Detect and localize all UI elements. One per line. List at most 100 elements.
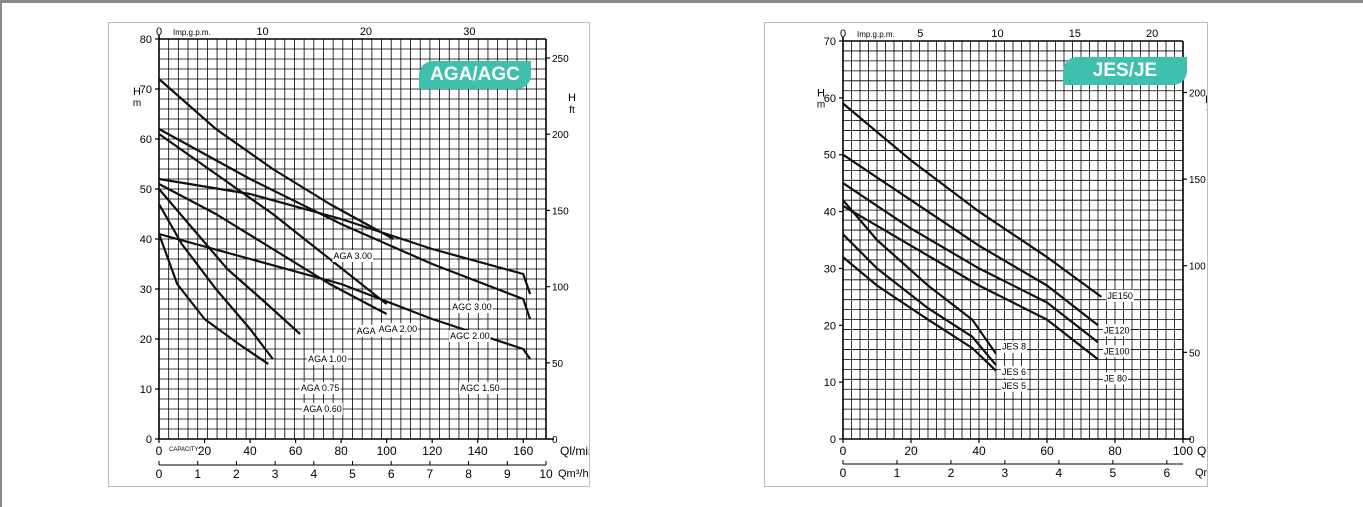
x-secondary-tick-label: 2	[233, 467, 240, 481]
y-right-tick-label: 50	[552, 359, 564, 370]
x-secondary-tick-label: 5	[349, 467, 356, 481]
y-right-axis-unit: ft	[1206, 107, 1207, 118]
y-left-tick-label: 60	[824, 93, 836, 105]
x-primary-tick-label: 20	[198, 444, 212, 458]
y-left-tick-label: 0	[830, 434, 836, 446]
x-primary-tick-label: 0	[840, 444, 847, 458]
x-capacity-label: CAPACITY	[169, 447, 199, 453]
series-label-aga-2-00: AGA 2.00	[379, 324, 418, 334]
x-top-axis-label: Imp.g.p.m.	[173, 28, 211, 37]
series-label-je100: JE100	[1104, 346, 1130, 356]
series-line-agc-3-00	[158, 177, 532, 295]
x-primary-tick-label: 80	[334, 444, 348, 458]
y-left-tick-label: 70	[824, 36, 836, 48]
y-right-axis-label: H	[1205, 94, 1207, 106]
x-primary-tick-label: 60	[289, 444, 303, 458]
y-left-tick-label: 40	[140, 234, 152, 246]
y-left-tick-label: 60	[140, 134, 152, 146]
series-label-bg	[307, 353, 348, 365]
series-label-aga-1-00: AGA 1.00	[308, 354, 347, 364]
series-line-aga-2-00	[158, 133, 388, 305]
series-line-aga-1-00	[158, 188, 301, 335]
y-left-tick-label: 50	[824, 150, 836, 162]
series-label-aga-3-00: AGA 3.00	[333, 251, 372, 261]
x-top-tick-label: 15	[1069, 28, 1081, 40]
x-primary-tick-label: 60	[1040, 444, 1054, 458]
series-label-bg	[299, 382, 341, 394]
series-label-jes-6: JES 6	[1002, 367, 1026, 377]
x-primary-tick-label: 40	[972, 444, 986, 458]
y-left-tick-label: 10	[824, 377, 836, 389]
x-top-tick-label: 0	[156, 26, 162, 38]
y-left-tick-label: 30	[824, 263, 836, 275]
y-right-tick-label: 100	[552, 283, 569, 294]
x-primary-axis-label: Ql/min	[1197, 444, 1207, 458]
x-primary-tick-label: 100	[377, 444, 397, 458]
x-primary-tick-label: 120	[422, 444, 442, 458]
y-left-tick-label: 0	[146, 434, 152, 446]
x-top-axis-label: Imp.g.p.m.	[857, 30, 895, 39]
series-line-aga-0-75	[158, 203, 274, 360]
y-left-tick-label: 30	[140, 284, 152, 296]
series-line-je150	[842, 102, 1103, 298]
series-label-je150: JE150	[1107, 291, 1133, 301]
series-label-aga-1-50: AGA 1.50	[357, 326, 396, 336]
series-label-bg	[459, 382, 501, 394]
y-left-tick-label: 50	[140, 184, 152, 196]
series-label-je120: JE120	[1104, 325, 1130, 335]
x-top-tick-label: 10	[991, 28, 1003, 40]
y-right-tick-label: 150	[1189, 175, 1206, 186]
x-primary-tick-label: 80	[1108, 444, 1122, 458]
x-secondary-tick-label: 6	[1163, 466, 1170, 480]
series-line-jes-6	[842, 233, 997, 366]
series-line-agc-1-50	[158, 232, 532, 360]
x-top-tick-label: 0	[840, 28, 846, 40]
series-line-je-80	[842, 204, 1099, 361]
series-label-agc-3-00: AGC 3.00	[452, 302, 492, 312]
series-label-bg	[1001, 366, 1028, 379]
series-label-bg	[302, 403, 343, 415]
x-secondary-tick-label: 6	[388, 467, 395, 481]
y-left-axis-label: H	[133, 86, 141, 98]
x-top-tick-label: 20	[1146, 28, 1158, 40]
chart-panel-jes-je: 010203040506070Hm050100150200Hft02040608…	[764, 22, 1208, 487]
x-secondary-tick-label: 0	[840, 466, 847, 480]
y-left-axis-label: H	[817, 88, 825, 100]
x-primary-tick-label: 100	[1173, 444, 1193, 458]
series-label-bg	[1106, 289, 1134, 302]
series-line-jes-8	[842, 199, 997, 355]
x-primary-tick-label: 40	[243, 444, 257, 458]
y-right-tick-label: 50	[1189, 348, 1201, 359]
series-label-je-80: JE 80	[1104, 373, 1127, 383]
y-left-axis-unit: m	[817, 100, 825, 111]
series-label-bg	[1001, 340, 1028, 353]
series-label-bg	[377, 323, 419, 335]
x-primary-tick-label: 140	[468, 444, 488, 458]
series-line-aga-1-50	[158, 183, 388, 315]
y-right-tick-label: 200	[552, 130, 569, 141]
y-right-tick-label: 0	[1189, 435, 1195, 446]
chart-badge-aga-agc: AGA/AGC	[419, 61, 531, 89]
x-top-tick-label: 5	[917, 28, 923, 40]
x-secondary-tick-label: 3	[272, 467, 279, 481]
x-secondary-axis-label: Qm³/h	[1195, 467, 1207, 479]
series-label-bg	[451, 301, 493, 313]
y-left-tick-label: 80	[140, 34, 152, 46]
jes-je-chart-svg: 010203040506070Hm050100150200Hft02040608…	[817, 28, 1207, 480]
x-secondary-tick-label: 5	[1109, 466, 1116, 480]
series-label-bg	[1103, 324, 1131, 337]
y-right-tick-label: 150	[552, 206, 569, 217]
series-label-bg	[1103, 372, 1129, 385]
x-primary-tick-label: 20	[904, 444, 918, 458]
page-top-border	[0, 0, 1363, 3]
y-left-tick-label: 10	[140, 384, 152, 396]
x-secondary-tick-label: 2	[948, 466, 955, 480]
x-top-tick-label: 20	[360, 26, 372, 38]
x-top-tick-label: 30	[463, 26, 475, 38]
x-secondary-tick-label: 1	[894, 466, 901, 480]
series-label-bg	[1001, 379, 1028, 392]
x-secondary-tick-label: 10	[539, 467, 553, 481]
x-top-tick-label: 10	[256, 26, 268, 38]
x-secondary-axis-label: Qm³/h	[558, 468, 589, 480]
x-primary-tick-label: 0	[156, 444, 163, 458]
